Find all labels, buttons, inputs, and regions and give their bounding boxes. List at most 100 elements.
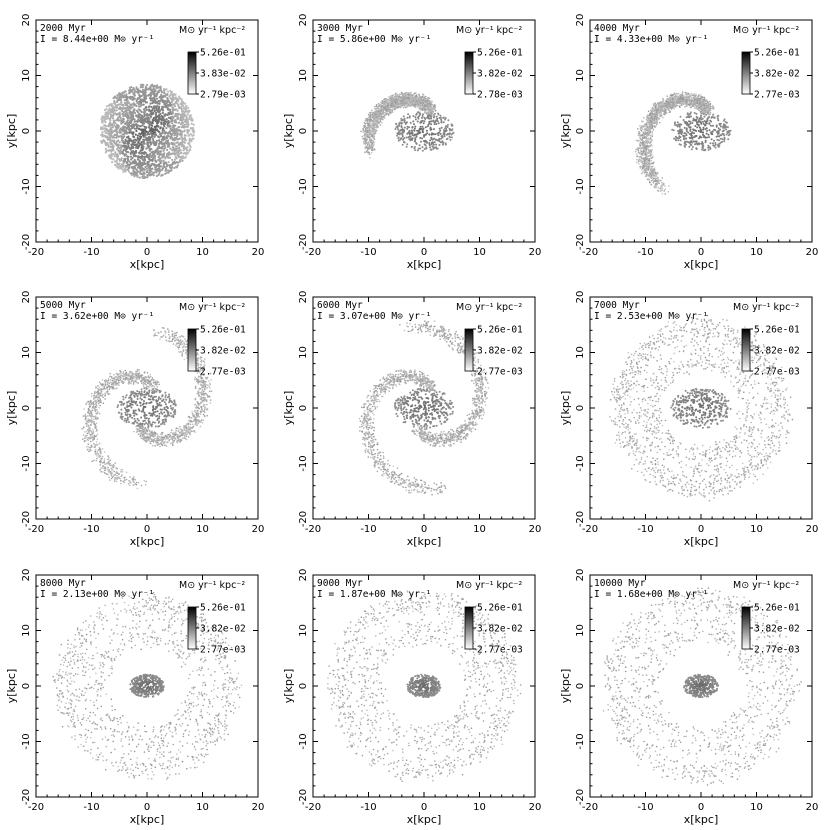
gas-particle — [445, 127, 448, 130]
gas-particle — [147, 88, 150, 91]
colorbar — [187, 51, 197, 95]
gas-particle — [155, 142, 158, 145]
gas-particle — [149, 128, 152, 131]
gas-particle — [123, 131, 127, 135]
gas-particle — [185, 151, 188, 154]
gas-particle — [161, 109, 164, 112]
gas-particle — [378, 108, 381, 110]
gas-particle — [698, 120, 701, 123]
gas-particle — [166, 156, 169, 159]
gas-particle — [191, 137, 195, 141]
gas-particle — [419, 121, 422, 124]
gas-particle — [137, 88, 140, 91]
gas-particle — [142, 93, 145, 96]
gas-particle — [365, 134, 367, 137]
gas-particle — [430, 133, 433, 136]
gas-particle — [434, 108, 436, 110]
gas-particle — [160, 150, 163, 153]
gas-particle — [156, 129, 159, 132]
gas-particle — [372, 111, 375, 114]
gas-particle — [151, 107, 155, 110]
gas-particle — [717, 114, 720, 117]
gas-particle — [141, 90, 144, 94]
gas-particle — [115, 100, 118, 103]
gas-particle — [388, 96, 390, 98]
gas-particle — [135, 120, 138, 123]
gas-particle — [430, 123, 433, 126]
gas-particle — [703, 120, 706, 123]
gas-particle — [428, 142, 431, 144]
gas-particle — [429, 109, 431, 112]
gas-particle — [127, 128, 131, 131]
gas-particle — [362, 137, 364, 140]
gas-particle — [154, 132, 157, 135]
gas-particle — [445, 129, 448, 132]
gas-particle — [689, 122, 692, 125]
gas-particle — [663, 190, 665, 192]
gas-particle — [104, 115, 107, 118]
gas-particle — [398, 93, 401, 95]
gas-particle — [119, 127, 123, 130]
gas-particle — [687, 124, 690, 127]
gas-particle — [171, 112, 175, 115]
gas-particle — [141, 173, 144, 176]
gas-particle — [166, 96, 169, 100]
gas-particle — [148, 97, 152, 100]
gas-particle — [439, 116, 442, 119]
gas-particle — [123, 114, 126, 117]
gas-particle — [376, 110, 379, 113]
gas-particle — [182, 115, 186, 118]
gas-particle — [705, 122, 708, 125]
gas-particle — [109, 126, 112, 129]
gas-particle — [388, 102, 391, 105]
gas-particle — [112, 158, 115, 161]
gas-particle — [383, 98, 385, 101]
colorbar-tick-label: 3.83e-02 — [200, 69, 246, 80]
colorbar-units: M⊙ yr⁻¹ kpc⁻² — [179, 25, 245, 36]
gas-particle — [158, 146, 161, 149]
gas-particle — [368, 152, 371, 154]
gas-particle — [120, 121, 123, 124]
gas-particle — [139, 105, 142, 108]
gas-particle — [134, 138, 137, 141]
gas-particle — [115, 97, 118, 100]
gas-particle — [152, 128, 155, 131]
gas-particle — [143, 152, 146, 155]
gas-particle — [167, 171, 170, 174]
gas-particle — [172, 129, 175, 132]
gas-particle — [183, 126, 186, 129]
gas-particle — [409, 96, 412, 98]
gas-particle — [172, 117, 175, 120]
gas-particle — [432, 105, 435, 108]
gas-particle — [679, 128, 682, 131]
gas-particle — [170, 152, 173, 155]
gas-particle — [158, 102, 161, 105]
gas-particle — [721, 140, 724, 143]
gas-particle — [140, 110, 143, 114]
gas-particle — [166, 101, 169, 104]
gas-particle — [420, 140, 422, 143]
gas-particle — [685, 130, 688, 132]
gas-particle — [432, 133, 435, 136]
gas-particle — [441, 135, 444, 137]
gas-particle — [713, 139, 715, 142]
gas-particle — [112, 108, 115, 111]
gas-particle — [704, 123, 707, 126]
gas-particle — [426, 132, 429, 135]
gas-particle — [395, 126, 398, 129]
gas-particle — [182, 147, 185, 150]
gas-particle — [188, 144, 192, 147]
gas-particle — [140, 165, 143, 168]
gas-particle — [126, 140, 129, 143]
gas-particle — [440, 126, 443, 129]
gas-particle — [185, 116, 188, 119]
gas-particle — [140, 144, 143, 147]
gas-particle — [396, 94, 399, 97]
gas-particle — [378, 121, 381, 123]
gas-particle — [158, 105, 161, 108]
gas-particle — [188, 117, 191, 120]
gas-particle — [133, 109, 136, 112]
gas-particle — [441, 136, 444, 139]
gas-particle — [140, 94, 143, 97]
gas-particle — [132, 96, 135, 99]
